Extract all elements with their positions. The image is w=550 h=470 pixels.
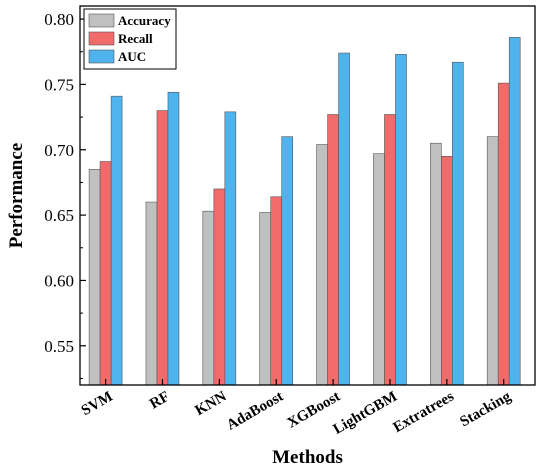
y-axis: 0.55 0.60 0.65 0.70 0.75 0.80	[44, 10, 86, 379]
bar-recall-rf	[156, 110, 169, 386]
x-tick-label: LightGBM	[331, 389, 400, 438]
legend-label-auc: AUC	[118, 49, 146, 64]
bar-recall-xgboost	[327, 114, 339, 386]
bar-recall-stacking	[497, 82, 510, 386]
y-axis-title: Performance	[6, 143, 27, 249]
legend-label-recall: Recall	[118, 31, 153, 46]
x-axis-title: Methods	[272, 447, 343, 468]
legend-swatch-auc	[88, 49, 115, 64]
legend-swatch-recall	[88, 31, 115, 46]
bar-recall-svm	[99, 161, 112, 386]
bar-auc-stacking	[508, 37, 521, 386]
bar-accuracy-adaboost	[259, 212, 272, 386]
legend: Accuracy Recall AUC	[83, 8, 177, 70]
y-tick-label: 0.55	[44, 337, 74, 356]
bar-accuracy-extratrees	[430, 142, 442, 386]
x-tick-label: Extratrees	[391, 389, 457, 437]
y-tick-label: 0.65	[44, 206, 74, 225]
bars-layer	[88, 37, 521, 386]
x-tick-label: AdaBoost	[224, 389, 286, 434]
y-tick-label: 0.80	[44, 10, 74, 29]
x-tick-label: SVM	[79, 389, 116, 420]
legend-label-accuracy: Accuracy	[118, 13, 171, 28]
bar-accuracy-lightgbm	[373, 153, 385, 386]
bar-recall-knn	[213, 188, 226, 386]
bar-recall-extratrees	[441, 155, 453, 386]
bar-accuracy-knn	[202, 210, 215, 386]
bar-accuracy-svm	[88, 169, 101, 386]
legend-swatch-accuracy	[88, 13, 115, 28]
y-tick-label: 0.75	[44, 75, 74, 94]
bar-accuracy-stacking	[486, 136, 499, 386]
bar-accuracy-xgboost	[316, 144, 328, 386]
y-tick-label: 0.60	[44, 271, 74, 290]
bar-auc-rf	[167, 91, 180, 386]
bar-auc-knn	[224, 111, 237, 386]
bar-auc-xgboost	[338, 52, 350, 386]
bar-recall-lightgbm	[384, 114, 396, 386]
bar-auc-adaboost	[281, 136, 294, 386]
y-tick-label: 0.70	[44, 141, 74, 160]
x-tick-label: KNN	[192, 389, 229, 420]
bar-auc-extratrees	[452, 61, 464, 386]
x-axis: SVM RF KNNAdaBoostXGBoostLightGBMExtratree…	[79, 379, 514, 438]
bar-recall-adaboost	[270, 196, 283, 386]
x-tick-label: RF	[147, 389, 172, 413]
x-tick-label: Stacking	[457, 388, 514, 430]
bar-accuracy-rf	[145, 201, 158, 386]
bar-auc-lightgbm	[395, 54, 407, 386]
plot-frame	[79, 5, 536, 386]
bar-auc-svm	[110, 95, 123, 386]
